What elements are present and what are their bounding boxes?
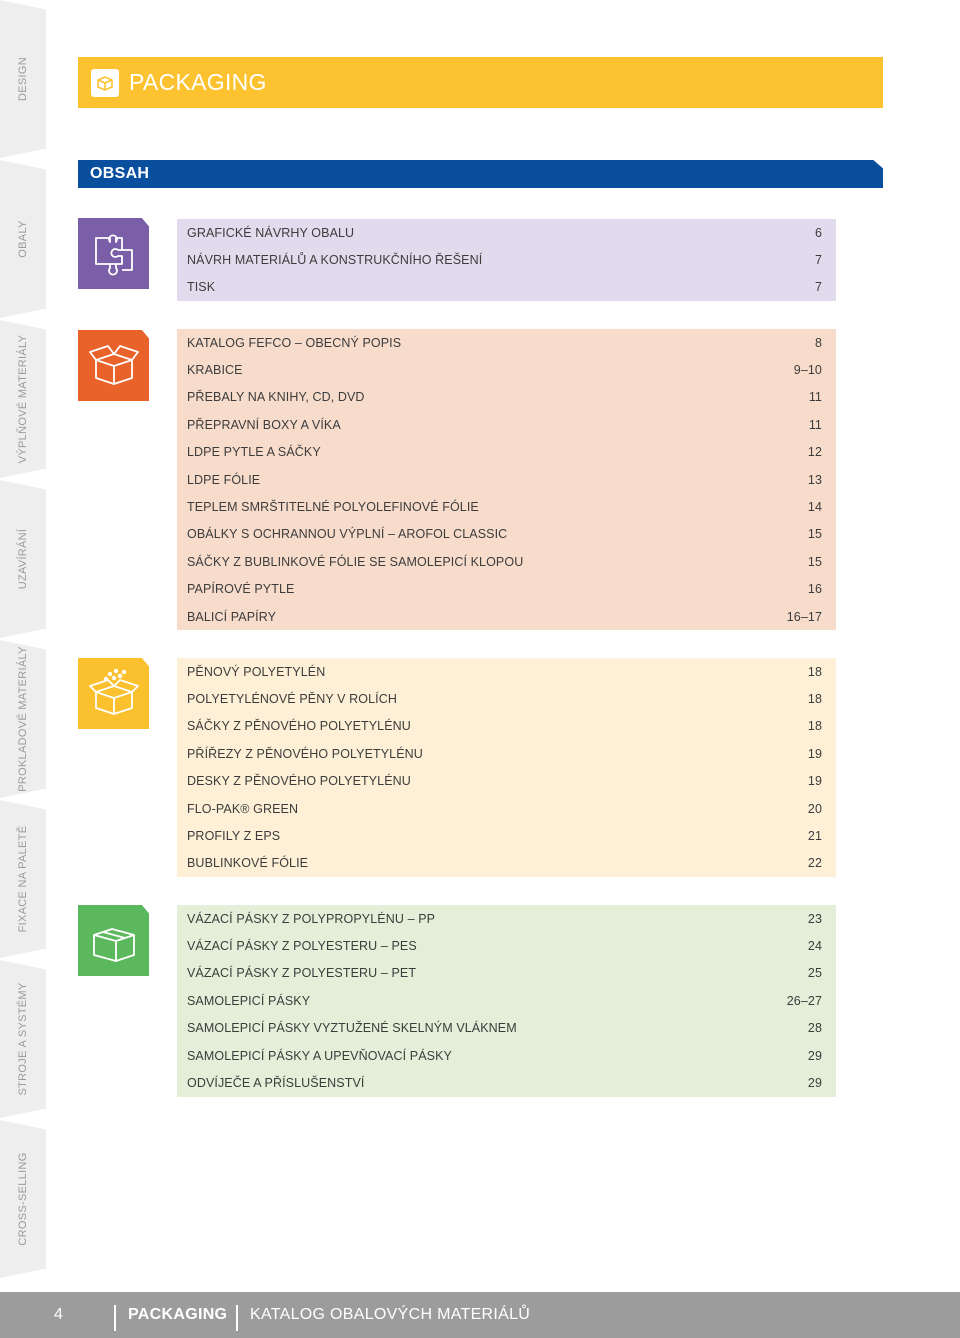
footer-catalog-name: KATALOG OBALOVÝCH MATERIÁLŮ [250,1306,531,1323]
toc-row[interactable]: POLYETYLÉNOVÉ PĚNY V ROLÍCH 18 [187,692,822,707]
side-tab-stroje-a-systemy[interactable]: STROJE A SYSTÉMY [0,960,46,1118]
contents-title: OBSAH [90,165,150,182]
toc-row[interactable]: SAMOLEPICÍ PÁSKY 26–27 [187,993,822,1008]
toc-row[interactable]: SÁČKY Z BUBLINKOVÉ FÓLIE SE SAMOLEPICÍ K… [187,554,822,569]
footer-page-number: 4 [54,1306,63,1323]
toc-section-1: GRAFICKÉ NÁVRHY OBALU 6 NÁVRH MATERIÁLŮ A… [177,219,836,302]
side-tab-vyplnove-materialy[interactable]: VÝPLŇOVÉ MATERIÁLY [0,320,46,478]
toc-row[interactable]: PAPÍROVÉ PYTLE 16 [187,582,822,597]
toc-row[interactable]: VÁZACÍ PÁSKY Z POLYESTERU – PES 24 [187,939,822,954]
toc-row[interactable]: SAMOLEPICÍ PÁSKY A UPEVŇOVACÍ PÁSKY 29 [187,1048,822,1063]
toc-row[interactable]: TISK 7 [187,280,822,295]
toc-row[interactable]: ODVÍJEČE A PŘÍSLUŠENSTVÍ 29 [187,1076,822,1091]
side-tab-cross-selling[interactable]: CROSS-SELLING [0,1120,46,1278]
page-footer: 4 PACKAGING KATALOG OBALOVÝCH MATERIÁLŮ [0,1292,960,1338]
side-tab-prokladove-materialy[interactable]: PROKLADOVÉ MATERIÁLY [0,640,46,798]
toc-row[interactable]: PŘEPRAVNÍ BOXY A VÍKA 11 [187,417,822,432]
toc-row[interactable]: PĚNOVÝ POLYETYLÉN 18 [187,664,822,679]
toc-row[interactable]: VÁZACÍ PÁSKY Z POLYPROPYLÉNU – PP 23 [187,911,822,926]
toc-section-4: VÁZACÍ PÁSKY Z POLYPROPYLÉNU – PP 23 VÁZA… [177,905,836,1097]
toc-row[interactable]: OBÁLKY S OCHRANNOU VÝPLNÍ – AROFOL CLASS… [187,527,822,542]
side-tab-uzavirani[interactable]: UZAVÍRÁNÍ [0,480,46,638]
toc-row[interactable]: GRAFICKÉ NÁVRHY OBALU 6 [187,225,822,240]
toc-row[interactable]: LDPE FÓLIE 13 [187,472,822,487]
toc-row[interactable]: PŘÍŘEZY Z PĚNOVÉHO POLYETYLÉNU 19 [187,746,822,761]
toc-row[interactable]: TEPLEM SMRŠTITELNÉ POLYOLEFINOVÉ FÓLIE 14 [187,500,822,515]
toc-row[interactable]: SAMOLEPICÍ PÁSKY VYZTUŽENÉ SKELNÝM VLÁKN… [187,1021,822,1036]
puzzle-icon [78,218,149,289]
toc-row[interactable]: SÁČKY Z PĚNOVÉHO POLYETYLÉNU 18 [187,719,822,734]
footer-section-name: PACKAGING [128,1306,228,1323]
page-title: PACKAGING [129,69,267,95]
toc-row[interactable]: PŘEBALY NA KNIHY, CD, DVD 11 [187,390,822,405]
box-with-filler-icon [78,658,149,729]
footer-divider [236,1305,238,1331]
side-tab-design[interactable]: DESIGN [0,0,46,158]
side-tab-fixace-na-palete[interactable]: FIXACE NA PALETĚ [0,800,46,958]
contents-header: OBSAH [78,160,883,188]
section-header: PACKAGING [78,57,883,108]
open-box-icon [78,330,149,401]
side-navigation: DESIGN OBALY VÝPLŇOVÉ MATERIÁLY UZAVÍRÁN… [0,0,46,1290]
toc-row[interactable]: BALICÍ PAPÍRY 16–17 [187,609,822,624]
toc-row[interactable]: KRABICE 9–10 [187,363,822,378]
toc-row[interactable]: LDPE PYTLE A SÁČKY 12 [187,445,822,460]
toc-row[interactable]: NÁVRH MATERIÁLŮ A KONSTRUKČNÍHO ŘEŠENÍ 7 [187,253,822,268]
toc-section-3: PĚNOVÝ POLYETYLÉN 18 POLYETYLÉNOVÉ PĚNY V… [177,658,836,878]
toc-row[interactable]: VÁZACÍ PÁSKY Z POLYESTERU – PET 25 [187,966,822,981]
toc-row[interactable]: BUBLINKOVÉ FÓLIE 22 [187,856,822,871]
toc-row[interactable]: FLO-PAK® GREEN 20 [187,801,822,816]
toc-row[interactable]: PROFILY Z EPS 21 [187,829,822,844]
toc-row[interactable]: DESKY Z PĚNOVÉHO POLYETYLÉNU 19 [187,774,822,789]
toc-section-2: KATALOG FEFCO – OBECNÝ POPIS 8 KRABICE 9–1… [177,329,836,631]
side-tab-obaly[interactable]: OBALY [0,160,46,318]
toc-row[interactable]: KATALOG FEFCO – OBECNÝ POPIS 8 [187,335,822,350]
closed-box-icon [78,905,149,976]
footer-divider [114,1305,116,1331]
box-icon [91,68,119,97]
